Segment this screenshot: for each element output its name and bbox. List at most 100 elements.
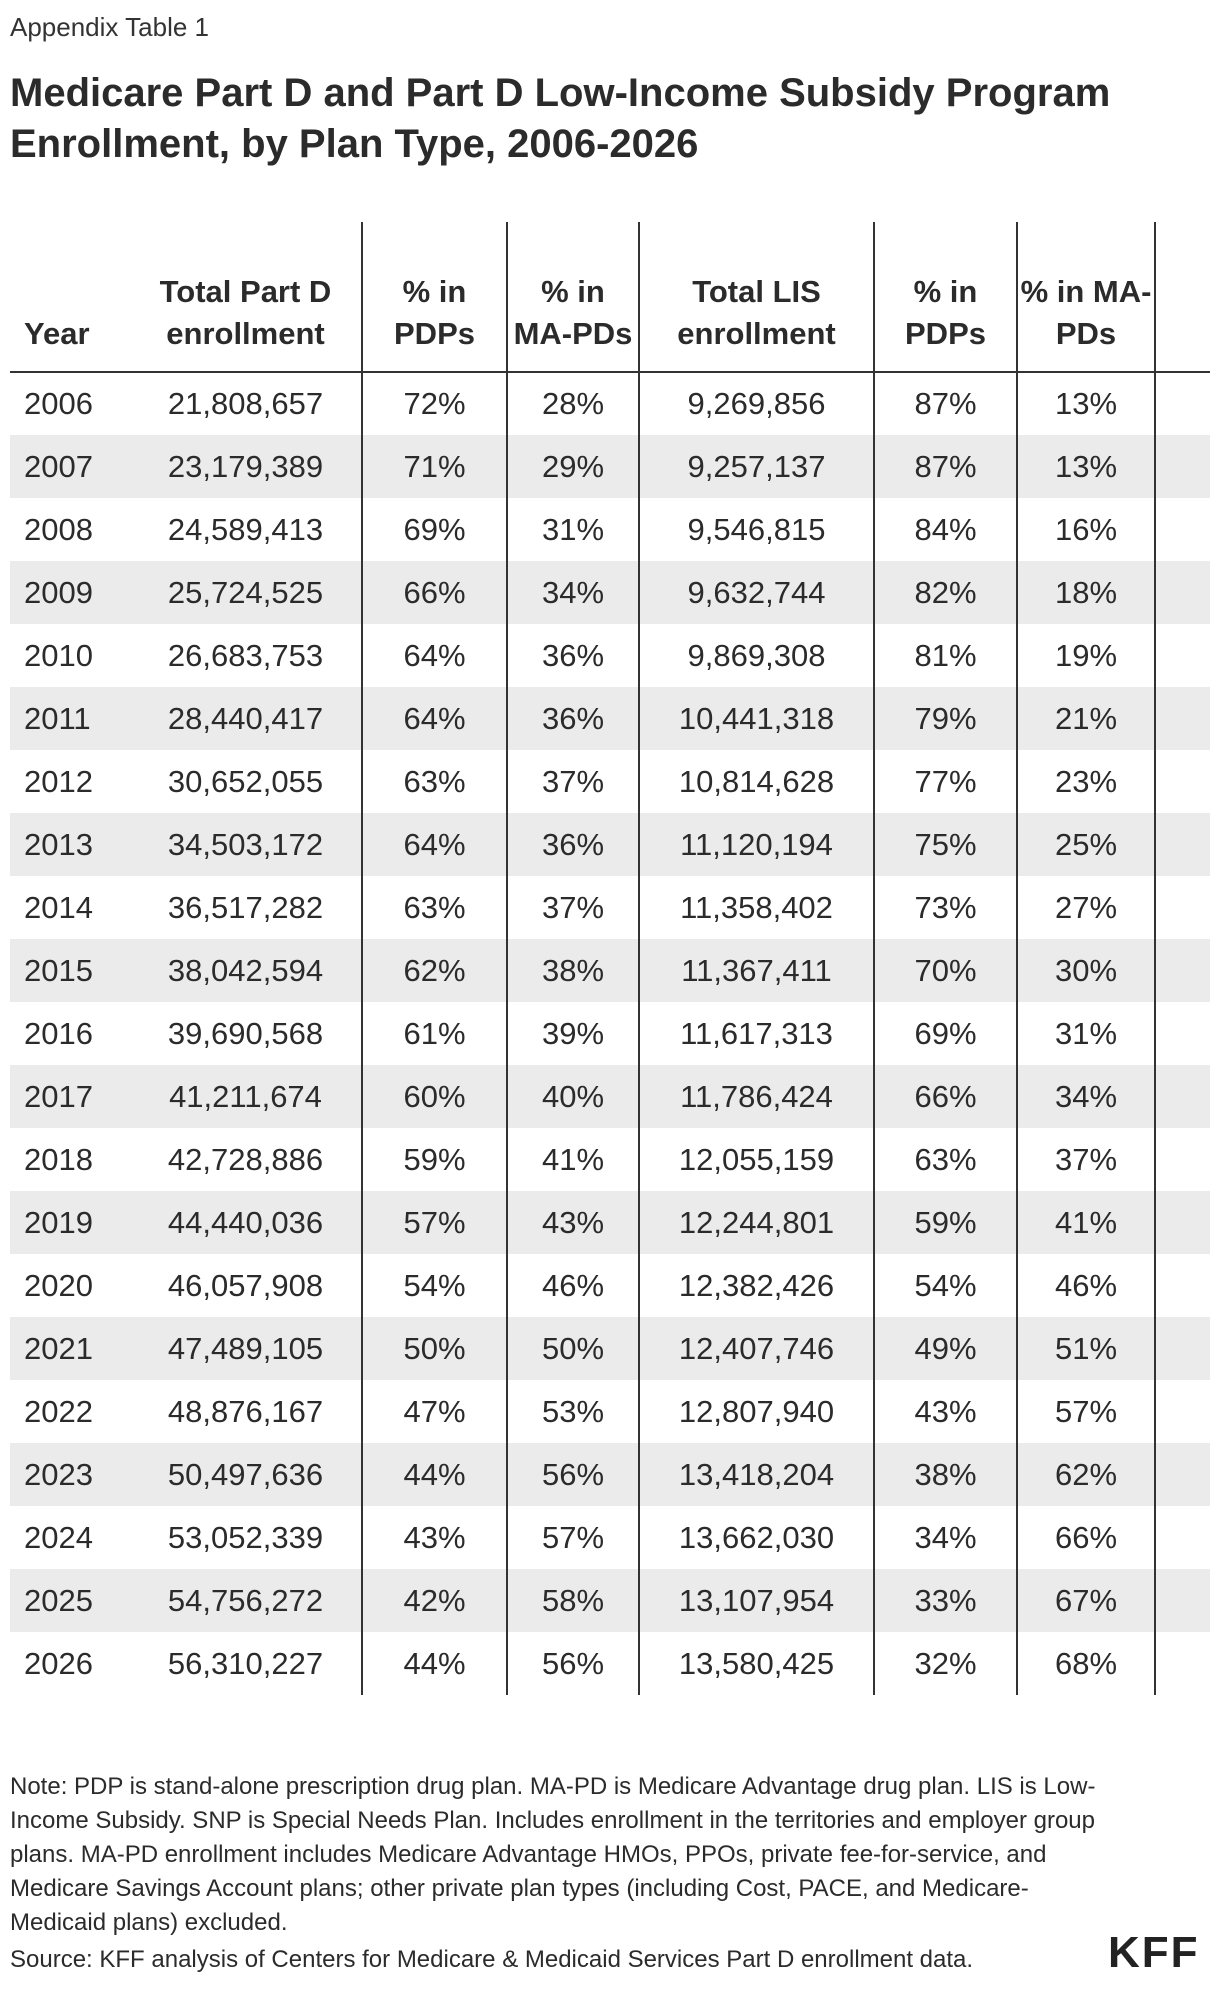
cell-lis-pct-mapd: 41% — [1017, 1191, 1156, 1254]
cell-lis-pct-pdp: 73% — [874, 876, 1018, 939]
cell-pct-mapd: 31% — [507, 498, 640, 561]
cell-lis-pct-pdp: 49% — [874, 1317, 1018, 1380]
table-row: 2009 25,724,525 66% 34% 9,632,744 82% 18% — [10, 561, 1210, 624]
header-total-part-d: Total Part D enrollment — [130, 222, 363, 372]
cell-pct-pdp: 64% — [362, 624, 508, 687]
cell-pct-pdp: 66% — [362, 561, 508, 624]
cell-year: 2021 — [10, 1317, 130, 1380]
header-lis-pct-pdp: % in PDPs — [874, 222, 1018, 372]
cell-pct-mapd: 28% — [507, 372, 640, 435]
cell-lis-pct-pdp: 87% — [874, 372, 1018, 435]
cell-total-lis: 9,869,308 — [639, 624, 875, 687]
cell-total-lis: 13,662,030 — [639, 1506, 875, 1569]
cell-year: 2015 — [10, 939, 130, 1002]
cell-lis-pct-pdp: 81% — [874, 624, 1018, 687]
cell-pct-pdp: 63% — [362, 876, 508, 939]
cell-lis-pct-mapd: 62% — [1017, 1443, 1156, 1506]
cell-pct-pdp: 43% — [362, 1506, 508, 1569]
cell-lis-pct-pdp: 84% — [874, 498, 1018, 561]
cell-year: 2013 — [10, 813, 130, 876]
cell-year: 2020 — [24, 1267, 93, 1303]
cell-cut-off: 2 — [1155, 1191, 1210, 1254]
cell-total-part-d: 47,489,105 — [130, 1317, 363, 1380]
cell-cut-off: 5 — [1155, 1506, 1210, 1569]
cell-year: 2026 — [24, 1645, 93, 1681]
cell-year: 2006 — [24, 386, 93, 421]
cell-cut-off: 1 — [1155, 1002, 1210, 1065]
header-pct-mapd: % in MA-PDs — [507, 222, 640, 372]
cell-pct-pdp: 44% — [362, 1632, 508, 1695]
cell-lis-pct-mapd: 51% — [1017, 1317, 1156, 1380]
table-row: 2006 21,808,657 72% 28% 9,269,856 87% 13% — [10, 372, 1210, 435]
cell-total-part-d: 34,503,172 — [130, 813, 363, 876]
cell-pct-pdp: 54% — [362, 1254, 508, 1317]
cell-year: 2024 — [24, 1519, 93, 1555]
cell-year: 2017 — [10, 1065, 130, 1128]
cell-total-lis: 12,244,801 — [639, 1191, 875, 1254]
cell-pct-mapd: 46% — [507, 1254, 640, 1317]
cell-total-part-d: 50,497,636 — [130, 1443, 363, 1506]
cell-total-part-d: 24,589,413 — [130, 498, 363, 561]
kff-logo: KFF — [1108, 1928, 1200, 1977]
cell-pct-mapd: 29% — [507, 435, 640, 498]
cell-cut-off — [1155, 435, 1210, 498]
cell-pct-mapd: 39% — [507, 1002, 640, 1065]
cell-total-part-d: 28,440,417 — [130, 687, 363, 750]
cell-lis-pct-mapd: 27% — [1017, 876, 1156, 939]
cell-lis-pct-mapd: 31% — [1017, 1002, 1156, 1065]
cell-pct-mapd: 41% — [507, 1128, 640, 1191]
cell-year: 2016 — [24, 1015, 93, 1051]
header-cut-off-column: e — [1155, 222, 1210, 372]
cell-pct-pdp: 60% — [362, 1065, 508, 1128]
cell-lis-pct-mapd: 16% — [1017, 498, 1156, 561]
cell-cut-off: 4 — [1155, 1380, 1210, 1443]
table-title: Medicare Part D and Part D Low-Income Su… — [10, 71, 1111, 166]
cell-lis-pct-pdp: 43% — [874, 1380, 1018, 1443]
header-pct-pdp: % in PDPs — [362, 222, 508, 372]
cell-total-part-d: 21,808,657 — [130, 372, 363, 435]
cell-year: 2007 — [10, 435, 130, 498]
cell-year: 2012 — [24, 763, 93, 799]
cell-pct-pdp: 72% — [362, 372, 508, 435]
cell-total-part-d: 44,440,036 — [130, 1191, 363, 1254]
header-total-lis: Total LIS enrollment — [639, 222, 875, 372]
cell-lis-pct-mapd: 46% — [1017, 1254, 1156, 1317]
cell-lis-pct-pdp: 63% — [874, 1128, 1018, 1191]
cell-pct-pdp: 61% — [362, 1002, 508, 1065]
cell-total-lis: 10,814,628 — [639, 750, 875, 813]
cell-total-lis: 10,441,318 — [639, 687, 875, 750]
cell-cut-off — [1155, 498, 1210, 561]
cell-pct-pdp: 63% — [362, 750, 508, 813]
cell-pct-mapd: 34% — [507, 561, 640, 624]
cell-total-lis: 12,055,159 — [639, 1128, 875, 1191]
cell-lis-pct-pdp: 59% — [874, 1191, 1018, 1254]
cell-lis-pct-pdp: 33% — [874, 1569, 1018, 1632]
cell-total-part-d: 25,724,525 — [130, 561, 363, 624]
cell-pct-mapd: 50% — [507, 1317, 640, 1380]
cell-total-part-d: 48,876,167 — [130, 1380, 363, 1443]
cell-total-lis: 12,807,940 — [639, 1380, 875, 1443]
cell-cut-off — [1155, 561, 1210, 624]
cell-cut-off — [1155, 687, 1210, 750]
cell-pct-pdp: 42% — [362, 1569, 508, 1632]
cell-lis-pct-pdp: 69% — [874, 1002, 1018, 1065]
cell-lis-pct-mapd: 37% — [1017, 1128, 1156, 1191]
cell-cut-off: 1 — [1155, 750, 1210, 813]
cell-pct-mapd: 36% — [507, 813, 640, 876]
cell-total-part-d: 38,042,594 — [130, 939, 363, 1002]
cell-pct-mapd: 57% — [507, 1506, 640, 1569]
cell-pct-pdp: 64% — [362, 813, 508, 876]
cell-pct-mapd: 58% — [507, 1569, 640, 1632]
cell-lis-pct-mapd: 25% — [1017, 813, 1156, 876]
cell-total-lis: 11,367,411 — [639, 939, 875, 1002]
cell-total-part-d: 42,728,886 — [130, 1128, 363, 1191]
cell-lis-pct-mapd: 23% — [1017, 750, 1156, 813]
cell-total-lis: 9,632,744 — [639, 561, 875, 624]
cell-pct-pdp: 62% — [362, 939, 508, 1002]
